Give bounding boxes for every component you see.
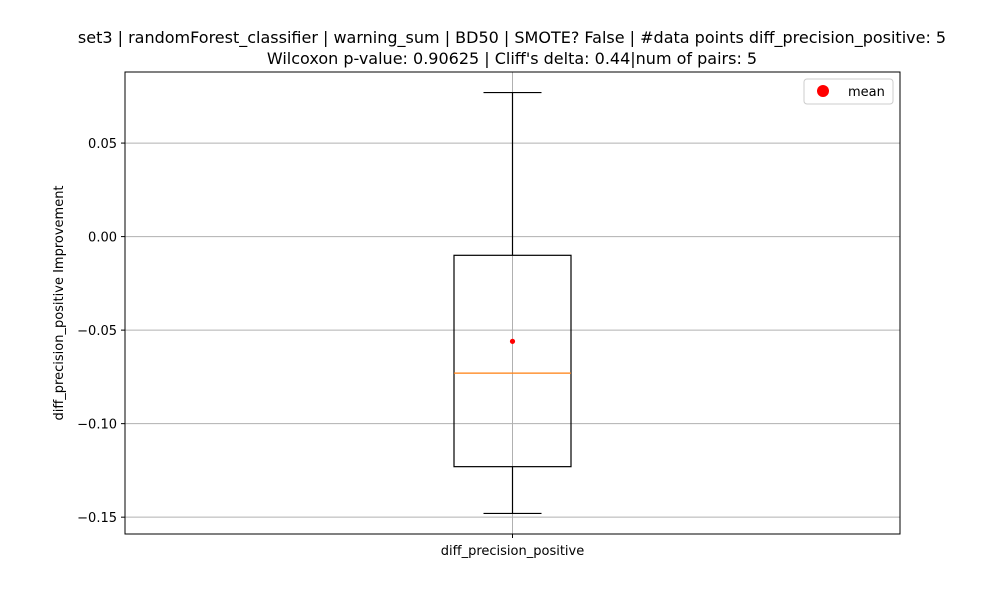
legend: mean [803, 78, 894, 105]
y-tick-label: −0.10 [77, 418, 117, 433]
y-tick-label: −0.05 [77, 324, 117, 339]
legend-mean-label: mean [848, 85, 885, 100]
y-axis-ticks: 0.05 0.00 −0.05 −0.10 −0.15 diff_precision_po… [77, 137, 584, 559]
plot-frame [124, 71, 901, 535]
mean-marker [509, 338, 516, 344]
chart-title-line1: set3 | randomForest_classifier | warning… [78, 28, 946, 48]
y-axis-label: diff_precision_positive Improvement [52, 185, 67, 420]
y-tick-label: −0.15 [77, 511, 117, 526]
legend-mean-marker [817, 85, 829, 97]
box-plot [453, 91, 572, 515]
iqr-box [453, 254, 572, 468]
legend-frame [803, 78, 894, 105]
y-tick-label: 0.00 [88, 231, 117, 246]
y-tick-label: 0.05 [88, 137, 117, 152]
x-tick-label: diff_precision_positive [441, 544, 584, 559]
chart-title-line2: Wilcoxon p-value: 0.90625 | Cliff's delt… [267, 49, 757, 68]
